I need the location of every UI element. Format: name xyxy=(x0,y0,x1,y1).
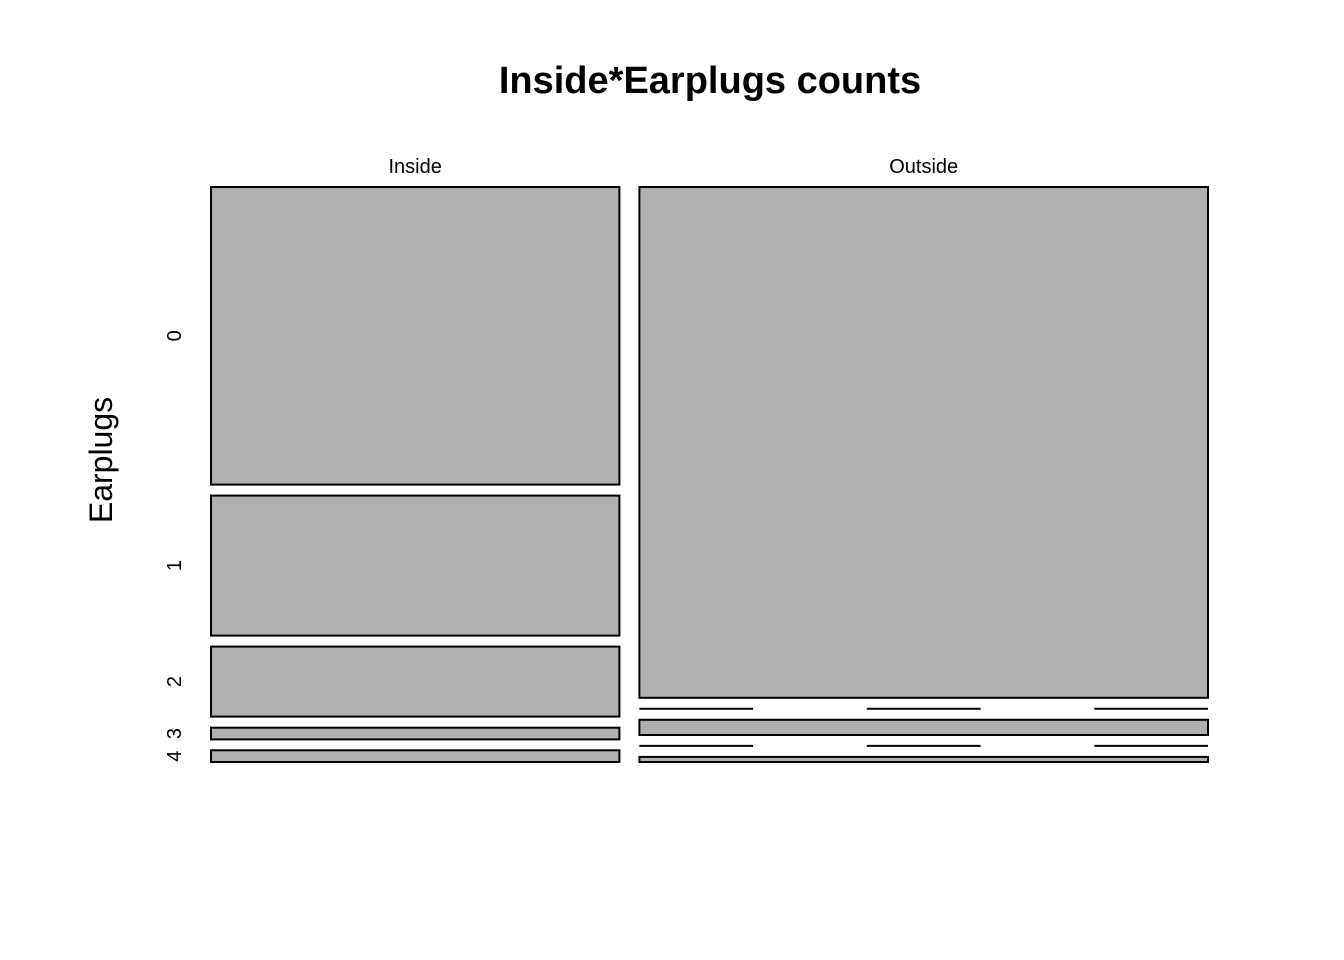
tile-inside-4 xyxy=(210,749,621,763)
tile-inside-2 xyxy=(210,645,621,718)
column-label-inside: Inside xyxy=(389,156,442,178)
row-tick-2: 2 xyxy=(164,676,186,687)
column-label-outside: Outside xyxy=(889,156,958,178)
column-labels: Inside Outside xyxy=(389,156,959,178)
row-tick-0: 0 xyxy=(164,330,186,341)
chart-title: Inside*Earplugs counts xyxy=(499,60,921,102)
row-tick-labels: 0 1 2 3 4 xyxy=(164,330,186,762)
tile-inside-1 xyxy=(210,494,621,637)
tile-outside-2 xyxy=(638,718,1209,736)
mosaic-tiles xyxy=(210,186,1209,764)
row-tick-1: 1 xyxy=(164,560,186,571)
tile-inside-3 xyxy=(210,726,621,741)
row-tick-4: 4 xyxy=(164,751,186,762)
tile-outside-4 xyxy=(638,755,1209,764)
tile-inside-0 xyxy=(210,186,621,486)
row-tick-3: 3 xyxy=(164,728,186,739)
tile-outside-0 xyxy=(638,186,1209,699)
y-axis-label: Earplugs xyxy=(83,397,119,523)
